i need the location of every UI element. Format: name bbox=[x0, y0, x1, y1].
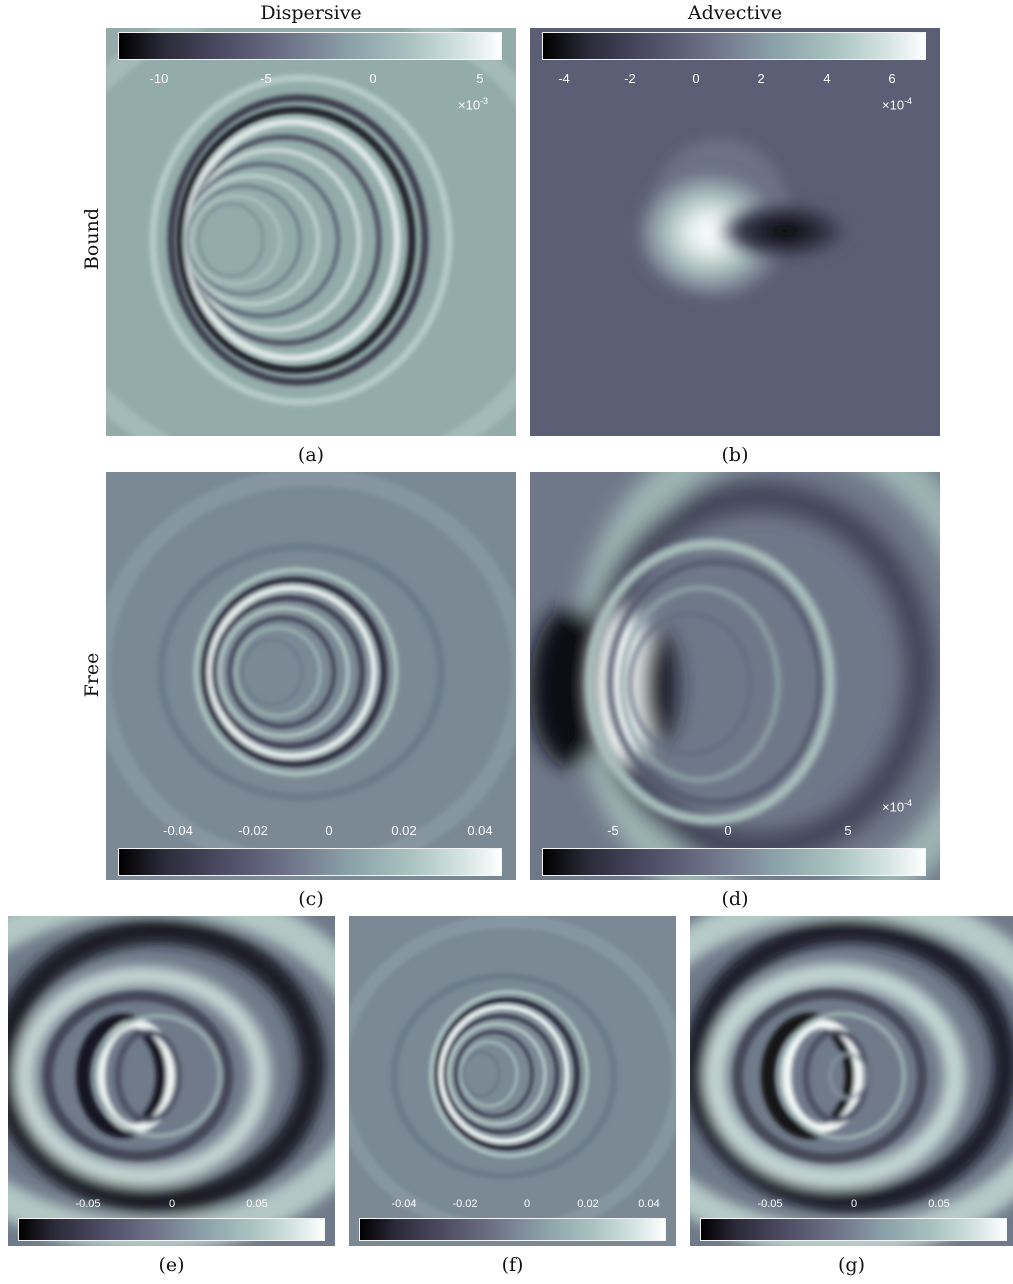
colorbar-b bbox=[542, 32, 926, 60]
colorbar-g-tick: 0.05 bbox=[928, 1198, 950, 1210]
caption-a: (a) bbox=[297, 444, 325, 466]
panel-g-field bbox=[690, 916, 1013, 1246]
panel-b: -4 -2 0 2 4 6 ×10-4 bbox=[530, 28, 940, 436]
colorbar-f-tick: 0.04 bbox=[638, 1198, 660, 1210]
colorbar-g-tick: 0 bbox=[850, 1198, 858, 1210]
caption-b: (b) bbox=[721, 444, 749, 466]
colorbar-b-tick: -4 bbox=[558, 71, 570, 86]
colorbar-f-tick: -0.02 bbox=[452, 1198, 478, 1210]
panel-f: -0.04 -0.02 0 0.02 0.04 bbox=[349, 916, 676, 1246]
colorbar-c-tick: -0.02 bbox=[238, 823, 268, 838]
colorbar-c bbox=[118, 848, 502, 876]
panel-d: ×10-4 -5 0 5 bbox=[530, 472, 940, 880]
panel-g: -0.05 0 0.05 bbox=[690, 916, 1013, 1246]
panel-a-field bbox=[106, 28, 516, 436]
panel-e-field bbox=[8, 916, 335, 1246]
colorbar-d-multiplier: ×10-4 bbox=[882, 798, 913, 815]
colorbar-a-tick: -10 bbox=[149, 71, 169, 86]
colorbar-c-tick: 0 bbox=[325, 823, 333, 838]
colorbar-b-tick: 4 bbox=[823, 71, 831, 86]
colorbar-b-tick: 0 bbox=[692, 71, 700, 86]
colorbar-b-tick: 6 bbox=[888, 71, 896, 86]
colorbar-a bbox=[118, 32, 502, 60]
colorbar-b-tick: -2 bbox=[624, 71, 636, 86]
colorbar-f bbox=[359, 1218, 666, 1241]
colorbar-e-tick: 0 bbox=[168, 1198, 176, 1210]
colorbar-e-tick: 0.05 bbox=[246, 1198, 268, 1210]
panel-a: -10 -5 0 5 ×10-3 bbox=[106, 28, 516, 436]
colorbar-f-tick: -0.04 bbox=[391, 1198, 417, 1210]
panel-c-field bbox=[106, 472, 516, 876]
panel-b-field bbox=[630, 138, 855, 303]
colorbar-g-tick: -0.05 bbox=[757, 1198, 783, 1210]
colorbar-f-tick: 0 bbox=[523, 1198, 531, 1210]
colorbar-d bbox=[542, 848, 926, 876]
caption-g: (g) bbox=[838, 1254, 865, 1276]
panel-c: -0.04 -0.02 0 0.02 0.04 bbox=[106, 472, 516, 880]
column-title-dispersive: Dispersive bbox=[260, 2, 362, 24]
colorbar-f-tick: 0.02 bbox=[577, 1198, 599, 1210]
caption-e: (e) bbox=[158, 1254, 185, 1276]
colorbar-c-tick: 0.02 bbox=[391, 823, 417, 838]
caption-d: (d) bbox=[721, 888, 749, 910]
colorbar-c-tick: -0.04 bbox=[163, 823, 193, 838]
colorbar-d-tick: -5 bbox=[607, 823, 619, 838]
panel-f-field bbox=[349, 916, 676, 1238]
colorbar-g bbox=[700, 1218, 1007, 1241]
colorbar-c-tick: 0.04 bbox=[467, 823, 493, 838]
colorbar-e-tick: -0.05 bbox=[75, 1198, 101, 1210]
colorbar-a-tick: 0 bbox=[369, 71, 377, 86]
colorbar-a-tick: -5 bbox=[260, 71, 272, 86]
colorbar-b-tick: 2 bbox=[757, 71, 765, 86]
colorbar-d-tick: 5 bbox=[844, 823, 852, 838]
column-title-advective: Advective bbox=[687, 2, 783, 24]
colorbar-a-multiplier: ×10-3 bbox=[458, 96, 489, 113]
row-label-free: Free bbox=[81, 652, 103, 698]
caption-c: (c) bbox=[298, 888, 324, 910]
panel-d-field bbox=[530, 472, 940, 880]
panel-e: -0.05 0 0.05 bbox=[8, 916, 335, 1246]
colorbar-d-tick: 0 bbox=[724, 823, 732, 838]
colorbar-e bbox=[18, 1218, 325, 1241]
caption-f: (f) bbox=[501, 1254, 524, 1276]
colorbar-b-multiplier: ×10-4 bbox=[882, 96, 913, 113]
row-label-bound: Bound bbox=[81, 207, 103, 271]
colorbar-a-tick: 5 bbox=[476, 71, 484, 86]
